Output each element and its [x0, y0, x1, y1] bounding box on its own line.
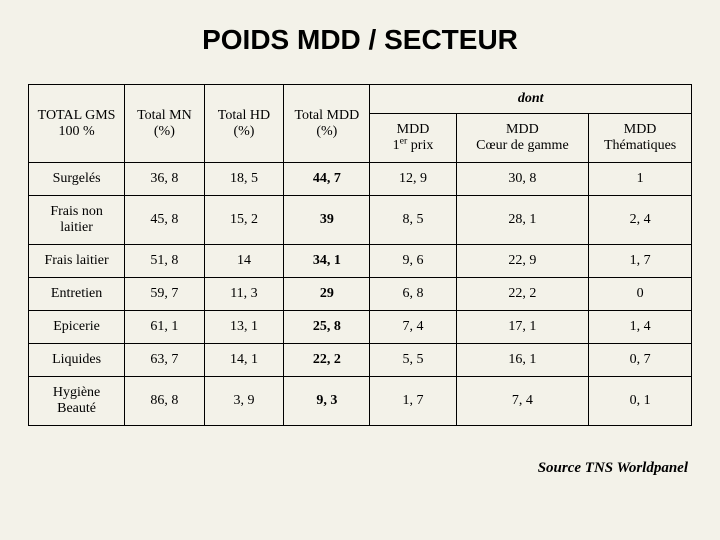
cell-s2: 22, 9 — [456, 245, 589, 278]
cell-label: Frais laitier — [29, 245, 125, 278]
header-sub1-pre: 1 — [393, 138, 400, 153]
cell-s1: 6, 8 — [370, 278, 456, 311]
cell-mdd: 29 — [284, 278, 370, 311]
cell-mn: 59, 7 — [125, 278, 205, 311]
cell-s2: 7, 4 — [456, 377, 589, 426]
cell-hd: 15, 2 — [204, 196, 284, 245]
table-row: Epicerie61, 113, 125, 87, 417, 11, 4 — [29, 311, 692, 344]
cell-label: Entretien — [29, 278, 125, 311]
cell-mn: 86, 8 — [125, 377, 205, 426]
cell-hd: 3, 9 — [204, 377, 284, 426]
cell-label: Hygiène Beauté — [29, 377, 125, 426]
cell-s2: 16, 1 — [456, 344, 589, 377]
cell-mdd: 9, 3 — [284, 377, 370, 426]
header-mn: Total MN(%) — [125, 85, 205, 163]
cell-s3: 2, 4 — [589, 196, 692, 245]
cell-mdd: 25, 8 — [284, 311, 370, 344]
data-table: TOTAL GMS100 % Total MN(%) Total HD(%) T… — [28, 84, 692, 426]
cell-label: Surgelés — [29, 163, 125, 196]
table-row: Liquides63, 714, 122, 25, 516, 10, 7 — [29, 344, 692, 377]
cell-label: Liquides — [29, 344, 125, 377]
header-hd: Total HD(%) — [204, 85, 284, 163]
cell-hd: 13, 1 — [204, 311, 284, 344]
table-row: Entretien59, 711, 3296, 822, 20 — [29, 278, 692, 311]
cell-hd: 11, 3 — [204, 278, 284, 311]
cell-s1: 9, 6 — [370, 245, 456, 278]
cell-mn: 36, 8 — [125, 163, 205, 196]
cell-s1: 7, 4 — [370, 311, 456, 344]
cell-mn: 45, 8 — [125, 196, 205, 245]
slide: POIDS MDD / SECTEUR TOTAL GMS100 % Total… — [0, 0, 720, 540]
header-sub1: MDD 1er prix — [370, 114, 456, 163]
cell-mn: 61, 1 — [125, 311, 205, 344]
header-sub3: MDDThématiques — [589, 114, 692, 163]
header-mdd: Total MDD(%) — [284, 85, 370, 163]
cell-s3: 1 — [589, 163, 692, 196]
header-sub1-post: prix — [407, 138, 433, 153]
cell-s3: 0 — [589, 278, 692, 311]
cell-s2: 28, 1 — [456, 196, 589, 245]
cell-mn: 51, 8 — [125, 245, 205, 278]
cell-hd: 14 — [204, 245, 284, 278]
table-row: Hygiène Beauté86, 83, 99, 31, 77, 40, 1 — [29, 377, 692, 426]
cell-mdd: 34, 1 — [284, 245, 370, 278]
cell-s2: 17, 1 — [456, 311, 589, 344]
table-row: Frais non laitier45, 815, 2398, 528, 12,… — [29, 196, 692, 245]
source-text: Source TNS Worldpanel — [28, 460, 692, 477]
cell-label: Epicerie — [29, 311, 125, 344]
cell-s3: 1, 7 — [589, 245, 692, 278]
cell-s1: 12, 9 — [370, 163, 456, 196]
cell-s3: 0, 7 — [589, 344, 692, 377]
table-header-row-1: TOTAL GMS100 % Total MN(%) Total HD(%) T… — [29, 85, 692, 114]
cell-hd: 18, 5 — [204, 163, 284, 196]
cell-s2: 22, 2 — [456, 278, 589, 311]
cell-s3: 0, 1 — [589, 377, 692, 426]
header-dont: dont — [370, 85, 692, 114]
cell-s3: 1, 4 — [589, 311, 692, 344]
cell-label: Frais non laitier — [29, 196, 125, 245]
cell-mdd: 39 — [284, 196, 370, 245]
cell-mdd: 22, 2 — [284, 344, 370, 377]
cell-mdd: 44, 7 — [284, 163, 370, 196]
cell-s1: 5, 5 — [370, 344, 456, 377]
header-row-label: TOTAL GMS100 % — [29, 85, 125, 163]
cell-mn: 63, 7 — [125, 344, 205, 377]
table-body: Surgelés36, 818, 544, 712, 930, 81Frais … — [29, 163, 692, 426]
table-row: Frais laitier51, 81434, 19, 622, 91, 7 — [29, 245, 692, 278]
table-row: Surgelés36, 818, 544, 712, 930, 81 — [29, 163, 692, 196]
cell-s1: 1, 7 — [370, 377, 456, 426]
cell-s1: 8, 5 — [370, 196, 456, 245]
header-sub2: MDDCœur de gamme — [456, 114, 589, 163]
cell-s2: 30, 8 — [456, 163, 589, 196]
page-title: POIDS MDD / SECTEUR — [28, 24, 692, 56]
cell-hd: 14, 1 — [204, 344, 284, 377]
